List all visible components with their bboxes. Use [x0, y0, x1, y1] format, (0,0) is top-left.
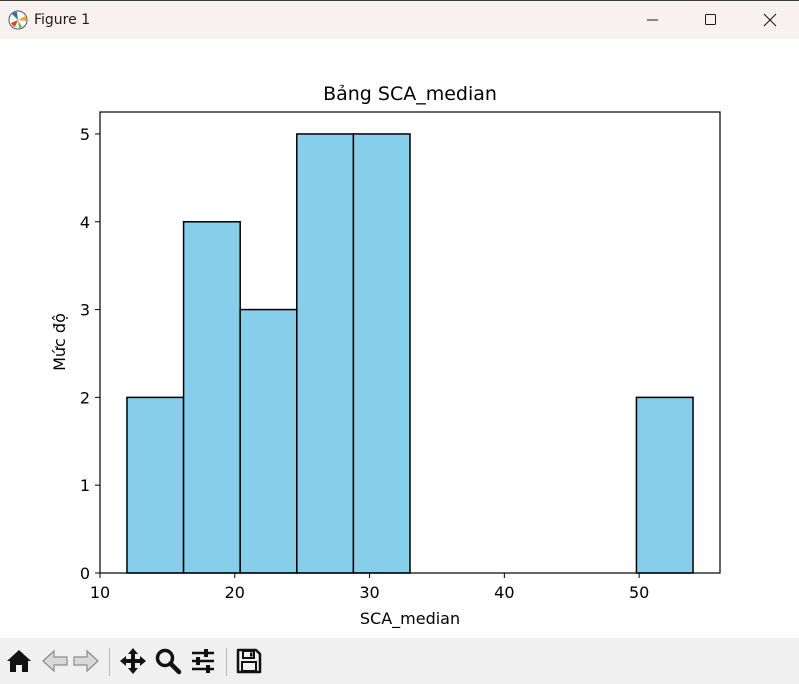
- zoom-magnifier-icon: [155, 648, 182, 675]
- minimize-button[interactable]: [624, 1, 682, 39]
- close-icon: [763, 13, 777, 27]
- pan-move-icon: [120, 648, 146, 674]
- chart-title: Bảng SCA_median: [323, 83, 497, 105]
- back-button[interactable]: [40, 646, 70, 676]
- pan-button[interactable]: [118, 646, 148, 676]
- figure-canvas: Bảng SCA_median 10 20 30 40 50 0 1 2 3 4 5 SCA_me…: [0, 39, 799, 638]
- home-icon: [7, 650, 31, 672]
- matplotlib-logo-icon: [8, 10, 28, 30]
- y-axis-label: Mức độ: [50, 313, 69, 371]
- y-tick-label: 0: [80, 564, 90, 583]
- save-button[interactable]: [234, 646, 264, 676]
- window-titlebar: Figure 1: [0, 0, 799, 39]
- y-tick-label: 4: [80, 213, 90, 232]
- window-title: Figure 1: [34, 12, 91, 28]
- configure-subplots-button[interactable]: [188, 646, 218, 676]
- histogram-bar: [635, 396, 694, 574]
- histogram-bar: [182, 221, 241, 574]
- x-axis-label: SCA_median: [360, 609, 460, 629]
- y-tick-label: 1: [80, 476, 90, 495]
- zoom-button[interactable]: [153, 646, 183, 676]
- maximize-icon: [705, 14, 716, 25]
- x-tick-label: 20: [225, 583, 245, 602]
- histogram-bar: [239, 308, 298, 574]
- forward-button[interactable]: [71, 646, 101, 676]
- x-tick-label: 40: [494, 583, 514, 602]
- y-tick-label: 2: [80, 388, 90, 407]
- histogram-bar: [352, 133, 411, 574]
- save-floppy-icon: [236, 648, 262, 674]
- toolbar-separator: [226, 648, 227, 676]
- x-tick-label: 30: [359, 583, 379, 602]
- forward-arrow-icon: [73, 649, 99, 673]
- navigation-toolbar: [0, 638, 799, 684]
- home-button[interactable]: [4, 646, 34, 676]
- minimize-icon: [647, 19, 658, 21]
- x-tick-label: 50: [629, 583, 649, 602]
- axes-frame: [99, 111, 721, 574]
- y-tick-label: 3: [80, 301, 90, 320]
- back-arrow-icon: [42, 649, 68, 673]
- close-button[interactable]: [741, 1, 799, 39]
- toolbar-separator: [109, 648, 110, 676]
- histogram-bar: [296, 133, 355, 574]
- x-tick-label: 10: [90, 583, 110, 602]
- maximize-button[interactable]: [682, 1, 740, 39]
- histogram-bar: [126, 396, 185, 574]
- configure-subplots-icon: [192, 649, 214, 673]
- histogram-chart: Bảng SCA_median 10 20 30 40 50 0 1 2 3 4 5 SCA_me…: [50, 83, 721, 629]
- y-tick-label: 5: [80, 125, 90, 144]
